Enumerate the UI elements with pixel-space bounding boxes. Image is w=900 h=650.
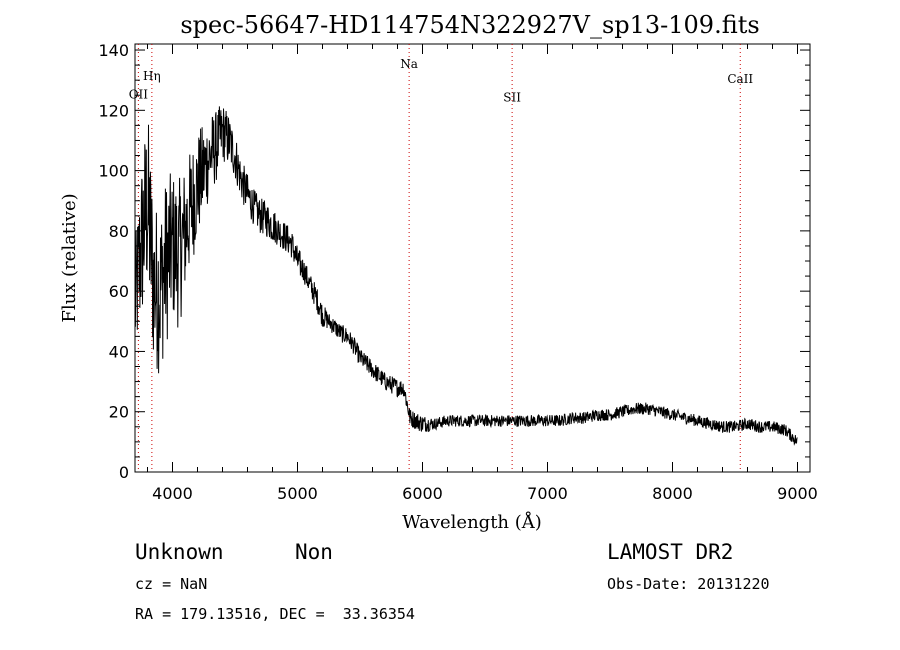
x-tick-label: 8000 — [652, 484, 693, 503]
survey-name: LAMOST DR2 — [607, 540, 734, 564]
x-tick-label: 9000 — [777, 484, 818, 503]
y-tick-label: 120 — [98, 101, 129, 120]
line-marker-label: Na — [400, 57, 418, 71]
flux-spectrum-line — [134, 106, 798, 446]
line-marker-label: Hη — [143, 69, 161, 83]
object-subclass: Non — [295, 540, 333, 564]
axis-ticks: 4000 5000 6000 7000 8000 9000 0 20 40 60 80 100 120 1… — [98, 41, 817, 503]
y-tick-label: 0 — [119, 463, 129, 482]
x-tick-label: 5000 — [277, 484, 318, 503]
y-tick-label: 60 — [109, 282, 129, 301]
x-axis-label: Wavelength (Å) — [402, 511, 542, 533]
x-tick-label: 4000 — [152, 484, 193, 503]
line-marker-label: CaII — [727, 72, 753, 86]
ra-dec-coordinates: RA = 179.13516, DEC = 33.36354 — [135, 605, 415, 623]
y-axis-label: Flux (relative) — [59, 193, 80, 322]
redshift-cz: cz = NaN — [135, 575, 208, 593]
plot-frame — [134, 43, 811, 473]
x-tick-label: 6000 — [402, 484, 443, 503]
emission-line-markers: OII Hη Na SII CaII — [129, 44, 753, 472]
line-marker-label: OII — [129, 87, 149, 101]
y-tick-label: 100 — [98, 162, 129, 181]
x-tick-label: 7000 — [527, 484, 568, 503]
object-class: Unknown — [135, 540, 224, 564]
observation-date: Obs-Date: 20131220 — [607, 575, 770, 593]
y-tick-label: 80 — [109, 222, 129, 241]
y-tick-label: 140 — [98, 41, 129, 60]
chart-title: spec-56647-HD114754N322927V_sp13-109.fit… — [180, 11, 759, 39]
y-tick-label: 40 — [109, 342, 129, 361]
line-marker-label: SII — [503, 90, 521, 104]
y-tick-label: 20 — [109, 403, 129, 422]
